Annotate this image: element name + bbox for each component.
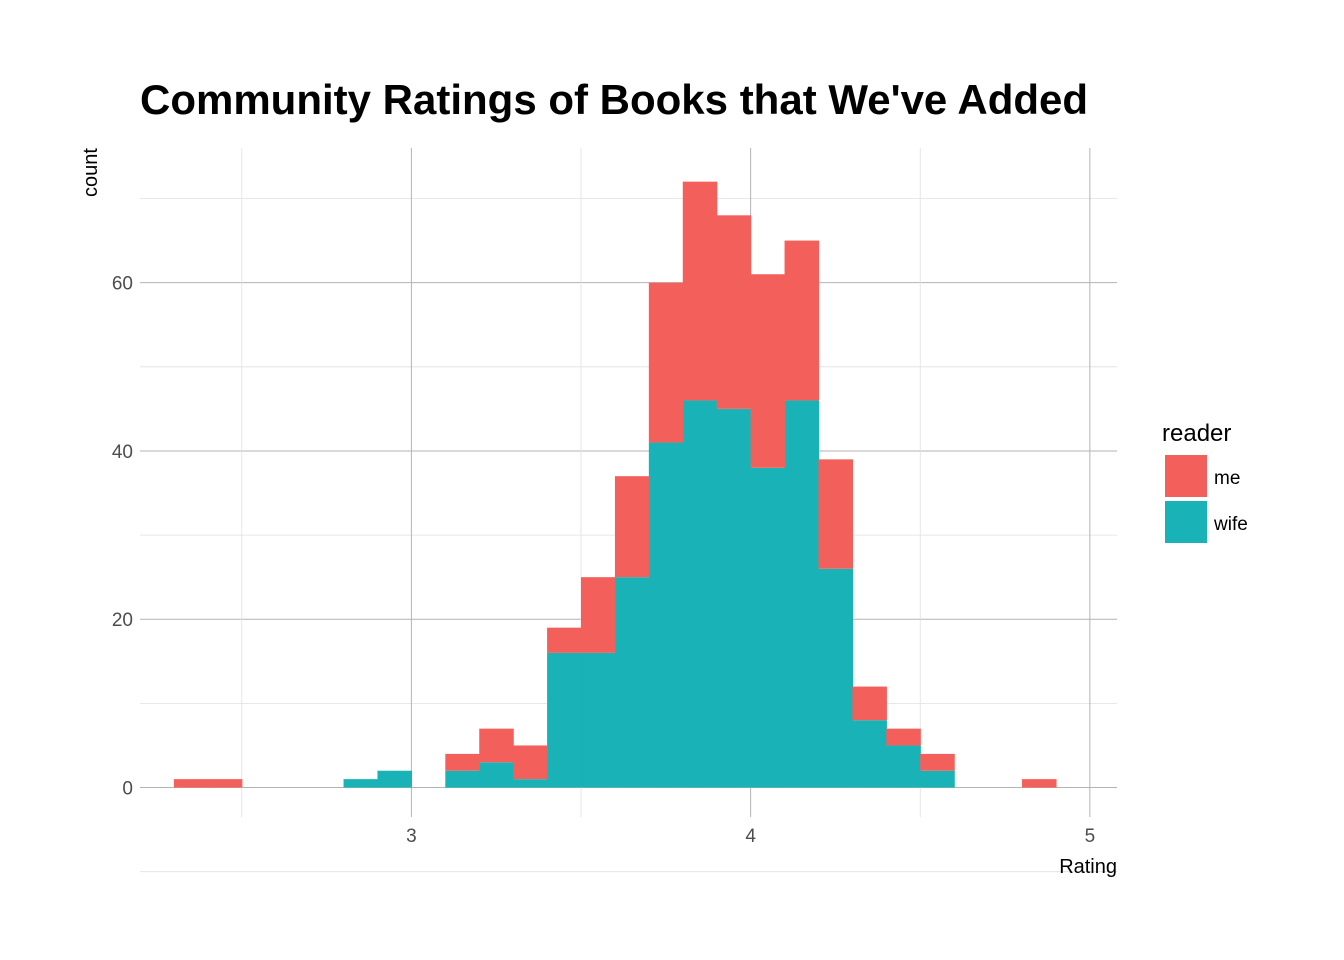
bar-me [920, 753, 955, 771]
bar-me [852, 686, 887, 721]
bar-wife [343, 779, 379, 788]
y-tick-label: 40 [112, 442, 133, 463]
x-tick-label: 3 [406, 826, 417, 847]
bar-wife [750, 467, 786, 788]
bar-me [716, 215, 752, 409]
bar-wife [513, 779, 548, 788]
bar-wife [547, 652, 582, 788]
legend-title: reader [1162, 420, 1231, 447]
tick-labels: 0 20 40 60 3 4 5 [112, 274, 1095, 847]
bar-me [173, 779, 209, 788]
bar-wife [886, 745, 921, 788]
bar-me [614, 476, 650, 578]
x-axis-title: Rating [1059, 856, 1117, 878]
bar-wife [445, 770, 480, 788]
bar-me [479, 728, 514, 763]
legend-items: me wife [1165, 455, 1248, 543]
y-axis-title: count [80, 148, 102, 197]
x-tick-label: 5 [1085, 826, 1096, 847]
legend: reader me wife [1162, 420, 1248, 543]
legend-key-wife [1165, 501, 1207, 543]
bar-me [682, 181, 718, 401]
bar-wife [818, 568, 853, 788]
legend-label-me: me [1214, 468, 1240, 489]
bar-me [513, 745, 548, 780]
bar-me [207, 779, 243, 788]
bar-wife [784, 400, 820, 788]
bar-me [1022, 779, 1057, 788]
legend-label-wife: wife [1213, 514, 1248, 535]
chart-title: Community Ratings of Books that We've Ad… [140, 76, 1088, 123]
y-tick-label: 60 [112, 274, 133, 295]
y-tick-label: 0 [122, 779, 133, 800]
bars [173, 181, 1057, 788]
bar-wife [479, 762, 514, 788]
bar-wife [614, 577, 650, 788]
bar-wife [648, 442, 684, 788]
bar-wife [682, 400, 718, 788]
bar-me [784, 240, 820, 401]
x-tick-label: 4 [745, 826, 756, 847]
bar-wife [581, 652, 616, 788]
bar-wife [377, 770, 412, 788]
bar-me [581, 577, 616, 653]
bar-me [818, 459, 853, 569]
bar-wife [852, 720, 887, 788]
y-tick-label: 20 [112, 610, 133, 631]
bar-wife [920, 770, 955, 788]
bar-wife [716, 408, 752, 788]
bar-me [648, 282, 684, 443]
bar-me [750, 274, 786, 468]
bar-me [886, 728, 921, 746]
legend-key-me [1165, 455, 1207, 497]
bar-me [445, 753, 480, 771]
bar-me [547, 627, 582, 653]
